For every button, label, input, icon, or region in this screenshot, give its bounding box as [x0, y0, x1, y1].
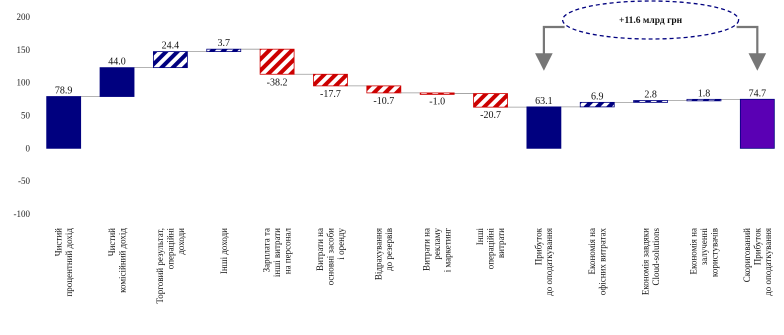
category-label-line: Економія на: [688, 228, 698, 274]
category-label-line: Економія на: [587, 228, 597, 274]
waterfall-bar-9: [473, 93, 508, 108]
category-label-line: Зарплата та: [262, 228, 272, 272]
category-label-line: операційні: [165, 228, 175, 270]
y-tick-label: 50: [21, 111, 31, 121]
category-label: Скоригований Прибуток до оподаткування: [742, 227, 773, 295]
category-label-line: на персонал: [283, 227, 293, 274]
annotation: +11.6 млрд грн: [535, 0, 767, 71]
value-label: 6.9: [591, 91, 604, 102]
category-label-line: доходи: [176, 228, 186, 255]
y-tick-label: 150: [17, 45, 31, 55]
value-label: -10.7: [373, 96, 394, 107]
category-label-line: Прибуток: [534, 227, 544, 265]
waterfall-bar-4: [206, 48, 242, 53]
waterfall-bar-5: [259, 48, 295, 75]
category-label: Прибуток до оподаткування: [534, 227, 555, 295]
category-label: Зарплата та інші витрати на персонал: [262, 227, 293, 277]
category-label-line: і маркетинг: [443, 228, 453, 273]
y-tick-label: 0: [26, 143, 31, 153]
bars: [46, 48, 775, 149]
category-label-line: процентний дохід: [64, 228, 74, 297]
category-label-line: основні засоби: [325, 228, 335, 285]
category-label: Витрати на основні засоби і оренду: [315, 228, 346, 286]
category-label: Інші операційні витрати: [475, 228, 506, 270]
category-label-line: Економія завдяки: [640, 228, 650, 295]
waterfall-bar-3: [152, 51, 188, 69]
value-label: -1.0: [429, 97, 445, 108]
category-label-line: залученні: [699, 228, 709, 266]
waterfall-bar-11: [579, 101, 615, 108]
category-label-line: офісних витратах: [598, 228, 608, 296]
category-label-line: Чистий: [107, 228, 117, 256]
category-label-line: до оподаткування: [763, 228, 773, 296]
waterfall-bar-8: [419, 92, 455, 95]
value-label: 24.4: [162, 41, 180, 52]
value-label: 44.0: [108, 57, 126, 68]
category-label-line: Торговий результат,: [155, 228, 165, 304]
category-label-line: до резервів: [384, 228, 394, 271]
category-label-line: Прибуток: [752, 227, 762, 265]
waterfall-bar-14: [739, 98, 775, 149]
category-label-line: Інші доходи: [219, 228, 229, 274]
value-label: -38.2: [267, 77, 288, 88]
category-label: Економія завдяки Cloud-solutions: [640, 228, 661, 296]
waterfall-bar-6: [313, 73, 348, 87]
value-labels: 78.9 44.0 24.4 3.7 -38.2 -17.7 -10.7 -1.0 -20.7 6…: [55, 38, 766, 121]
category-label: Економія на залученні користувачів: [688, 228, 719, 278]
value-label: 78.9: [55, 86, 73, 97]
category-label-line: і оренду: [336, 228, 346, 260]
waterfall-bar-1: [46, 96, 82, 149]
y-axis: 200 150 100 50 0 -50 -100: [14, 12, 31, 219]
category-label: Торговий результат, операційні доходи: [155, 228, 186, 304]
category-labels: Чистий процентний дохід Чистий комісійний д…: [53, 227, 772, 303]
value-label: -20.7: [480, 110, 501, 121]
value-label: 1.8: [698, 88, 711, 99]
value-label: 2.8: [644, 90, 657, 101]
y-tick-label: 100: [17, 78, 31, 88]
category-label-line: комісійний дохід: [117, 228, 127, 293]
category-label-line: Cloud-solutions: [651, 228, 661, 286]
category-label: Відрахування до резервів: [374, 228, 395, 280]
category-label: Економія на офісних витратах: [587, 228, 608, 296]
category-label-line: Відрахування: [374, 228, 384, 280]
waterfall-bar-13: [686, 98, 722, 102]
category-label-line: Чистий: [53, 228, 63, 256]
category-label: Інші доходи: [219, 228, 229, 274]
category-label-line: операційні: [486, 228, 496, 270]
y-tick-label: -50: [18, 176, 30, 186]
value-label: 63.1: [535, 96, 553, 107]
category-label-line: витрати: [496, 228, 506, 258]
value-label: 74.7: [749, 88, 767, 99]
category-label-line: Інші: [475, 228, 485, 246]
waterfall-bar-7: [366, 85, 402, 94]
category-label-line: рекламу: [432, 228, 442, 260]
category-label: Витрати на рекламу і маркетинг: [422, 228, 453, 273]
annotation-arrow-right: [736, 25, 767, 71]
waterfall-bar-2: [99, 67, 135, 97]
category-label-line: Витрати на: [315, 228, 325, 271]
category-label: Чистий комісійний дохід: [107, 228, 128, 293]
waterfall-bar-10: [526, 106, 562, 149]
value-label: 3.7: [218, 38, 231, 49]
y-tick-label: 200: [17, 12, 31, 22]
waterfall-bar-12: [633, 100, 669, 103]
connector-lines: [80, 48, 741, 108]
annotation-arrow-left: [535, 25, 565, 71]
category-label-line: інші витрати: [272, 228, 282, 277]
category-label-line: Скоригований: [742, 228, 752, 282]
annotation-ellipse: [561, 0, 740, 40]
category-label-line: до оподаткування: [544, 228, 554, 296]
value-label: -17.7: [320, 89, 341, 100]
category-label-line: Витрати на: [422, 228, 432, 271]
y-tick-label: -100: [14, 209, 31, 219]
annotation-text: +11.6 млрд грн: [619, 16, 683, 26]
category-label-line: користувачів: [709, 228, 719, 277]
category-label: Чистий процентний дохід: [53, 228, 74, 297]
